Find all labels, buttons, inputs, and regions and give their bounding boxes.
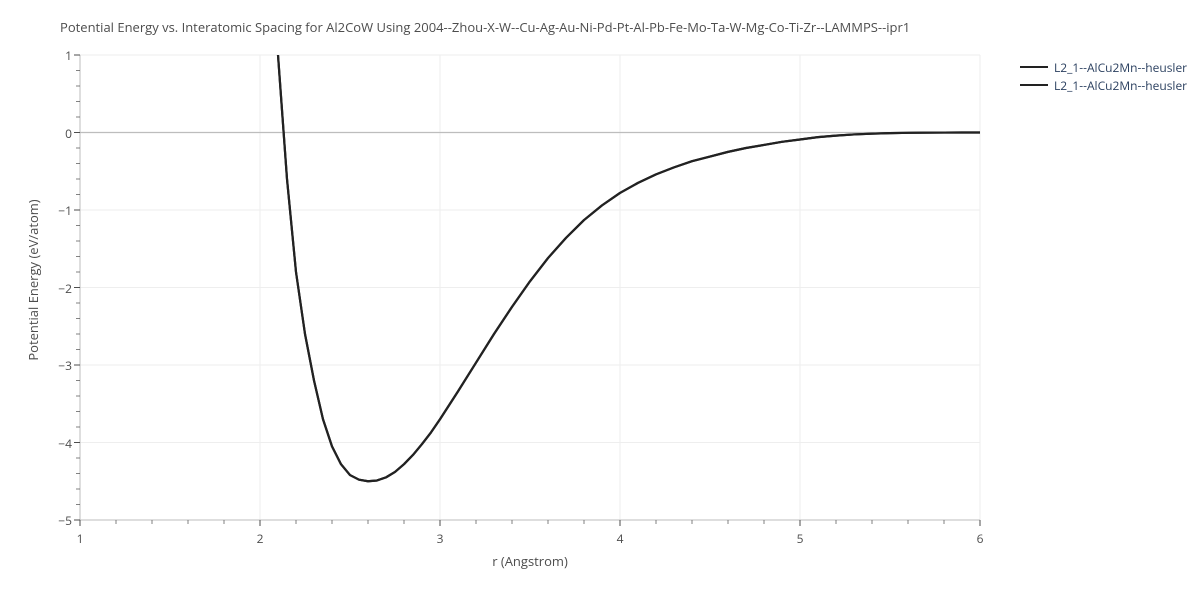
x-tick: 5 [790,530,810,547]
legend-label: L2_1--AlCu2Mn--heusler [1054,59,1187,76]
x-tick: 1 [70,530,90,547]
x-axis-label: r (Angstrom) [0,552,1060,570]
y-tick: −3 [42,357,72,374]
y-tick: −2 [42,280,72,297]
x-tick: 2 [250,530,270,547]
y-tick: 0 [42,125,72,142]
legend-swatch-icon [1020,84,1048,86]
legend-item-1[interactable]: L2_1--AlCu2Mn--heusler [1020,76,1187,94]
y-tick: −5 [42,512,72,529]
legend-item-0[interactable]: L2_1--AlCu2Mn--heusler [1020,58,1187,76]
chart-container: Potential Energy vs. Interatomic Spacing… [0,0,1200,600]
gridlines [80,55,980,520]
y-tick: 1 [42,47,72,64]
x-tick: 3 [430,530,450,547]
y-tick: −1 [42,202,72,219]
tick-marks [74,55,980,526]
legend-label: L2_1--AlCu2Mn--heusler [1054,77,1187,94]
y-axis-label: Potential Energy (eV/atom) [24,180,42,380]
x-tick: 4 [610,530,630,547]
y-tick: −4 [42,435,72,452]
legend-swatch-icon [1020,66,1048,68]
legend[interactable]: L2_1--AlCu2Mn--heuslerL2_1--AlCu2Mn--heu… [1020,58,1187,94]
x-tick: 6 [970,530,990,547]
